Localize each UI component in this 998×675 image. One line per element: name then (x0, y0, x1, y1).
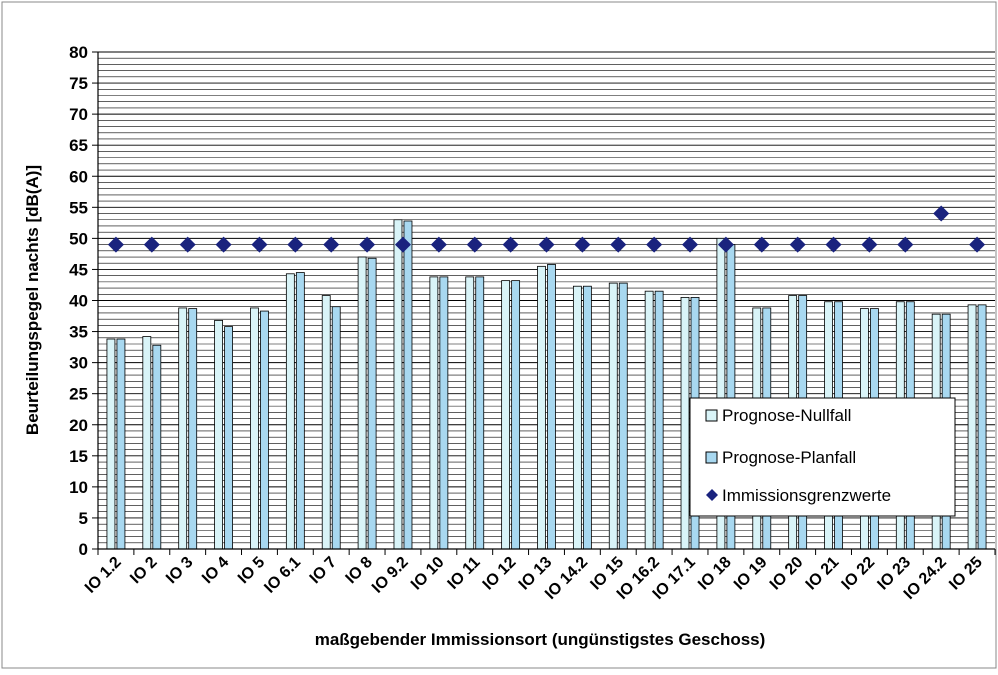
marker-grenzwert (502, 236, 519, 253)
x-axis-label: maßgebender Immissionsort (ungünstigstes… (315, 630, 766, 649)
bar-planfall (224, 326, 233, 550)
marker-grenzwert (430, 236, 447, 253)
limit-markers (107, 205, 986, 253)
marker-grenzwert (646, 236, 663, 253)
legend-label-planfall: Prognose-Planfall (722, 448, 856, 467)
bar-nullfall (572, 285, 582, 550)
gridlines (98, 51, 995, 549)
marker-grenzwert (359, 236, 376, 253)
bar-nullfall (357, 256, 367, 550)
bar-nullfall (429, 276, 439, 550)
marker-grenzwert (287, 236, 304, 253)
marker-grenzwert (897, 236, 914, 253)
legend-swatch-nullfall (705, 409, 718, 422)
marker-grenzwert (969, 236, 986, 253)
legend-label-grenzwerte: Immissionsgrenzwerte (722, 486, 891, 505)
marker-grenzwert (215, 236, 232, 253)
legend: Prognose-Nullfall Prognose-Planfall Immi… (689, 397, 956, 517)
bar-planfall (295, 272, 305, 550)
y-tick-label: 15 (69, 447, 88, 466)
y-tick-label: 30 (69, 354, 88, 373)
marker-grenzwert (574, 236, 591, 253)
bar-nullfall (644, 290, 654, 550)
bar-nullfall (178, 307, 188, 550)
bar-nullfall (967, 304, 977, 550)
legend-marker-grenzwerte (706, 489, 718, 501)
marker-grenzwert (753, 236, 770, 253)
bar-planfall (439, 276, 449, 550)
bar-nullfall (680, 296, 690, 550)
marker-grenzwert (789, 236, 806, 253)
legend-label-nullfall: Prognose-Nullfall (722, 406, 851, 425)
y-tick-label: 80 (69, 43, 88, 62)
bar-planfall (152, 344, 162, 550)
bar-planfall (331, 306, 341, 550)
y-tick-label: 20 (69, 416, 88, 435)
bar-nullfall (142, 336, 152, 550)
marker-grenzwert (251, 236, 268, 253)
bar-planfall (511, 280, 521, 550)
bar-planfall (547, 264, 556, 550)
marker-grenzwert (682, 236, 699, 253)
y-tick-label: 40 (69, 292, 88, 311)
legend-box (689, 397, 956, 517)
y-tick-label: 25 (69, 385, 88, 404)
bar-planfall (582, 285, 592, 550)
bar-nullfall (106, 338, 116, 550)
bar-planfall (367, 257, 377, 550)
bar-nullfall (214, 319, 223, 550)
marker-grenzwert (861, 236, 878, 253)
marker-grenzwert (610, 236, 627, 253)
bar-nullfall (285, 273, 295, 550)
bar-planfall (188, 308, 198, 550)
bar-nullfall (465, 276, 475, 550)
marker-grenzwert (323, 236, 340, 253)
marker-grenzwert (825, 236, 842, 253)
bar-planfall (475, 276, 485, 550)
y-tick-label: 65 (69, 136, 88, 155)
marker-grenzwert (538, 236, 555, 253)
marker-grenzwert (143, 236, 160, 253)
bar-nullfall (393, 219, 403, 550)
bar-planfall (403, 220, 413, 550)
bar-nullfall (501, 280, 511, 550)
y-tick-label: 75 (69, 74, 88, 93)
bar-nullfall (608, 282, 618, 550)
bar-nullfall (321, 295, 331, 550)
marker-grenzwert (179, 236, 196, 253)
marker-grenzwert (107, 236, 124, 253)
y-tick-label: 60 (69, 167, 88, 186)
y-tick-label: 10 (69, 478, 88, 497)
legend-swatch-planfall (705, 451, 718, 464)
marker-grenzwert (933, 205, 950, 222)
bar-planfall (116, 338, 126, 550)
y-tick-label: 45 (69, 260, 88, 279)
y-tick-label: 0 (79, 540, 88, 559)
y-tick-label: 35 (69, 323, 88, 342)
bar-nullfall (537, 265, 546, 550)
y-axis-label: Beurteilungspegel nachts [dB(A)] (23, 165, 42, 435)
bar-planfall (977, 304, 987, 550)
bar-planfall (654, 290, 664, 550)
y-tick-label: 55 (69, 198, 88, 217)
bar-planfall (260, 310, 269, 550)
y-tick-label: 5 (79, 509, 88, 528)
marker-grenzwert (394, 236, 411, 253)
y-tick-label: 70 (69, 105, 88, 124)
bar-planfall (618, 282, 628, 550)
marker-grenzwert (466, 236, 483, 253)
marker-grenzwert (717, 236, 734, 253)
bar-nullfall (250, 307, 259, 550)
y-tick-label: 50 (69, 229, 88, 248)
